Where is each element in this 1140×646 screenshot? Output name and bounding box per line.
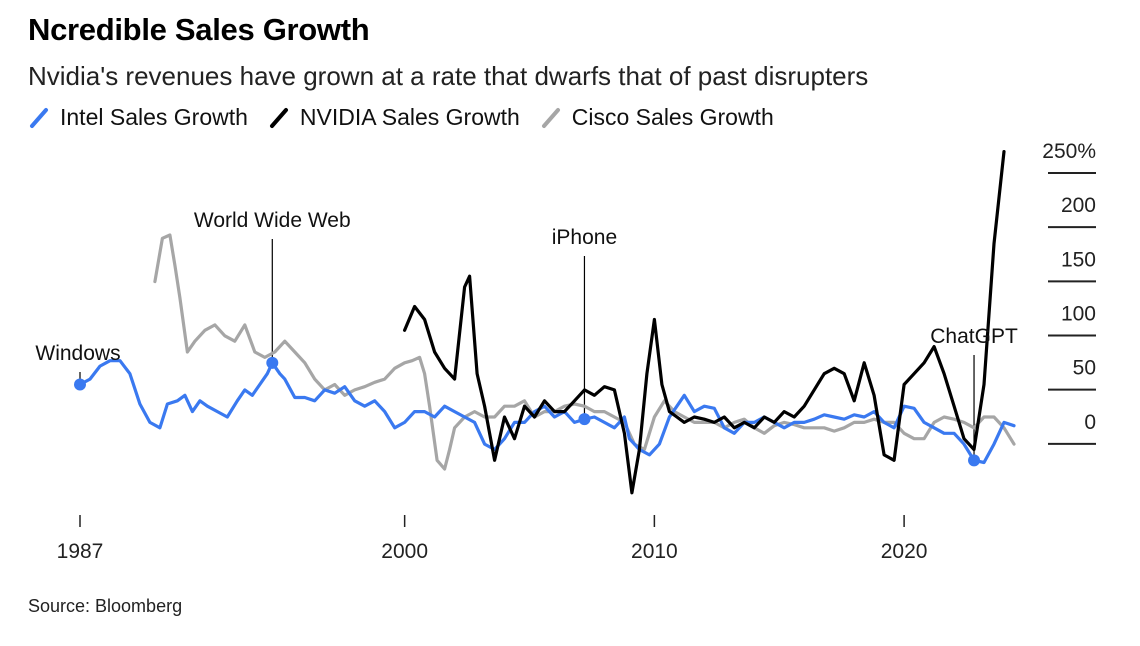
- x-tick-label: 2020: [881, 540, 928, 563]
- slash-line-icon: [541, 107, 560, 128]
- x-tick-label: 2010: [631, 540, 678, 563]
- y-tick-label: 200: [1061, 194, 1096, 217]
- series-line-intel: [78, 359, 1016, 465]
- annotation-marker: [968, 454, 981, 467]
- annotation-label: World Wide Web: [194, 209, 351, 232]
- y-tick-label: 50: [1073, 357, 1096, 380]
- annotation-marker: [266, 356, 279, 369]
- legend-item-intel: Intel Sales Growth: [28, 104, 248, 131]
- y-tick-label: 100: [1061, 303, 1096, 326]
- chart-title: Ncredible Sales Growth: [28, 12, 370, 47]
- annotation-marker: [578, 413, 591, 426]
- annotation-marker: [74, 378, 86, 391]
- legend-label-cisco: Cisco Sales Growth: [571, 104, 774, 130]
- legend-label-intel: Intel Sales Growth: [60, 104, 248, 130]
- series-line-nvidia: [403, 150, 1006, 495]
- slash-line-icon: [30, 107, 48, 128]
- chart-subtitle: Nvidia's revenues have grown at a rate t…: [28, 61, 869, 91]
- source-note: Source: Bloomberg: [28, 596, 183, 616]
- annotation-label: ChatGPT: [930, 325, 1018, 348]
- x-tick-label: 1987: [57, 540, 104, 563]
- annotation-label: iPhone: [552, 226, 617, 249]
- y-tick-label: 250%: [1042, 140, 1096, 163]
- legend-label-nvidia: NVIDIA Sales Growth: [299, 104, 520, 130]
- y-tick-label: 0: [1084, 411, 1096, 434]
- x-tick-label: 2000: [381, 540, 428, 563]
- legend-item-cisco: Cisco Sales Growth: [540, 104, 774, 131]
- series-line-cisco: [153, 233, 1016, 471]
- y-tick-label: 150: [1061, 248, 1096, 271]
- slash-line-icon: [269, 107, 288, 128]
- chart-legend: Intel Sales Growth NVIDIA Sales Growth C…: [28, 104, 794, 131]
- legend-item-nvidia: NVIDIA Sales Growth: [268, 104, 520, 131]
- annotation-label: Windows: [35, 342, 120, 365]
